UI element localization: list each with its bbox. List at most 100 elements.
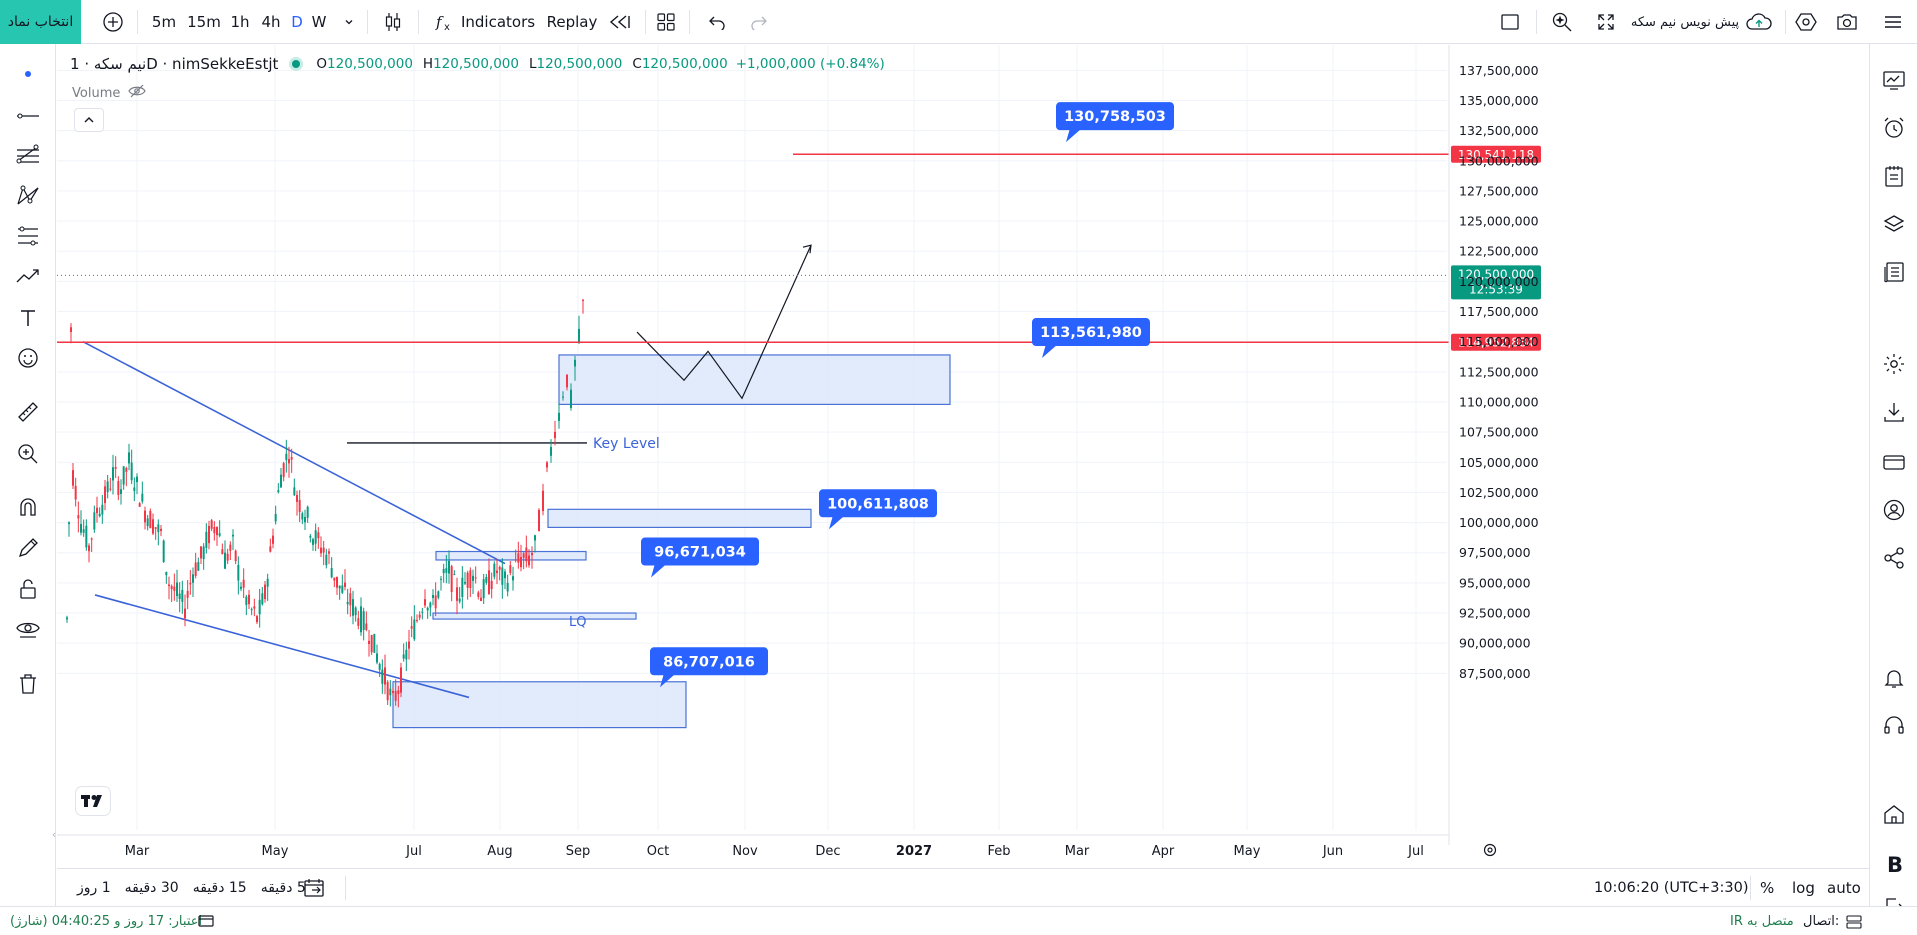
candle-body [312, 539, 314, 545]
home-icon[interactable] [1880, 800, 1908, 828]
redo-icon[interactable] [748, 0, 770, 44]
eye-icon[interactable] [14, 615, 42, 643]
trend-line-icon[interactable] [14, 102, 42, 130]
forecast-icon[interactable] [14, 262, 42, 290]
hidden-eye-icon[interactable] [128, 84, 147, 102]
candle-body [141, 493, 144, 502]
date-range-icon[interactable] [303, 877, 327, 903]
candle-body [154, 527, 157, 529]
y-tick-label: 95,000,000 [1459, 575, 1531, 590]
ruler-icon[interactable] [14, 398, 42, 426]
undo-icon[interactable] [706, 0, 728, 44]
camera-icon[interactable] [1834, 0, 1860, 44]
interval-1h[interactable]: 1h [230, 13, 250, 31]
settings-gear-icon[interactable] [1880, 350, 1908, 378]
draw-mode-icon[interactable] [14, 534, 42, 562]
brand-b-icon[interactable]: B [1880, 850, 1908, 878]
candle-body [434, 595, 437, 609]
price-chart[interactable]: 130,541,118114,952,884120,500,00012:53:3… [57, 45, 1869, 865]
magnet-icon[interactable] [14, 493, 42, 521]
ohlc-change: +1,000,000 (+0.84%) [735, 56, 885, 72]
add-symbol-icon[interactable] [98, 0, 128, 44]
expand-icon[interactable] [1594, 0, 1618, 44]
clock-time[interactable]: 10:06:20 (UTC+3:30) [1594, 880, 1749, 896]
x-tick-label: Oct [647, 844, 669, 859]
volume-label[interactable]: Volume [72, 85, 121, 101]
trash-icon[interactable] [14, 670, 42, 698]
zoom-in-icon[interactable] [14, 440, 42, 468]
measure-icon[interactable] [14, 222, 42, 250]
interval-d[interactable]: D [291, 13, 303, 31]
indicators-button[interactable]: Indicators [460, 13, 536, 31]
replay-button[interactable]: Replay [546, 13, 598, 31]
toolbar-collapse-arrow-icon[interactable]: ‹ [51, 827, 57, 841]
candle-body [77, 515, 80, 519]
layers-icon[interactable] [1880, 210, 1908, 238]
support-headset-icon[interactable] [1880, 712, 1908, 740]
candle-body [534, 535, 536, 541]
candle-body [485, 576, 488, 583]
candle-body [378, 663, 381, 670]
candle-body [554, 431, 556, 439]
log-toggle[interactable]: log [1792, 879, 1815, 897]
news-icon[interactable] [1880, 258, 1908, 286]
candle-body [381, 669, 384, 684]
collapse-legend-button[interactable] [74, 108, 104, 132]
interval-15m[interactable]: 15m [187, 13, 221, 31]
candle-body [205, 531, 208, 548]
fib-retracement-icon[interactable] [14, 140, 42, 168]
interval-4h[interactable]: 4h [261, 13, 281, 31]
settings-hex-icon[interactable] [1794, 0, 1818, 44]
candle-body [112, 467, 114, 481]
quick-search-icon[interactable] [1550, 0, 1574, 44]
replay-icon[interactable] [604, 0, 634, 44]
range-30min[interactable]: 30 دقیقه [124, 880, 179, 896]
range-15min[interactable]: 15 دقیقه [192, 880, 247, 896]
candle-body [410, 626, 413, 629]
symbol-select-button[interactable]: انتخاب نماد [0, 0, 81, 44]
layout-grid-icon[interactable] [654, 0, 678, 44]
percent-toggle[interactable]: % [1760, 879, 1775, 897]
candle-body [413, 619, 416, 640]
symbol-title[interactable]: نیم سکه · 1D · nimSekkeEstjt [70, 55, 279, 73]
range-1day[interactable]: 1 روز [77, 880, 111, 896]
menu-icon[interactable] [1880, 0, 1906, 44]
x-tick-label: May [1234, 844, 1261, 859]
account-icon[interactable] [1880, 496, 1908, 524]
notification-bell-icon[interactable] [1880, 664, 1908, 692]
candle-body [194, 562, 197, 576]
range-5min[interactable]: 5 دقیقه [260, 880, 306, 896]
watchlist-icon[interactable] [1880, 66, 1908, 94]
y-tick-label: 130,000,000 [1459, 153, 1539, 168]
interval-w[interactable]: W [311, 13, 327, 31]
pattern-icon[interactable] [14, 182, 42, 210]
price-callout [1056, 102, 1174, 131]
auto-toggle[interactable]: auto [1827, 879, 1861, 897]
cursor-dot-icon[interactable] [14, 60, 42, 88]
candles-icon[interactable] [380, 0, 406, 44]
share-icon[interactable] [1880, 544, 1908, 572]
text-tool-icon[interactable] [14, 304, 42, 332]
svg-text:x: x [444, 22, 450, 33]
candle-body [66, 617, 68, 620]
credit-status: اعتبار: 17 روز و 04:40:25 (شارژ) [10, 914, 203, 929]
chevron-down-icon[interactable] [340, 0, 358, 44]
candle-body [98, 513, 101, 517]
candle-body [570, 389, 572, 409]
emoji-icon[interactable] [14, 344, 42, 372]
y-tick-label: 132,500,000 [1459, 123, 1539, 138]
lock-icon[interactable] [14, 575, 42, 603]
candle-body [152, 519, 154, 534]
candle-body [237, 564, 240, 581]
wallet-icon[interactable] [1880, 448, 1908, 476]
draft-title[interactable]: پیش نویس نیم سکه [1630, 14, 1740, 30]
tv-logo-icon[interactable] [76, 787, 110, 815]
fullscreen-square-icon[interactable] [1498, 0, 1522, 44]
interval-5m[interactable]: 5m [151, 13, 177, 31]
download-icon[interactable] [1880, 398, 1908, 426]
candle-body [517, 553, 520, 563]
cloud-upload-icon[interactable] [1744, 0, 1774, 44]
notes-icon[interactable] [1880, 162, 1908, 190]
alert-clock-icon[interactable] [1880, 114, 1908, 142]
